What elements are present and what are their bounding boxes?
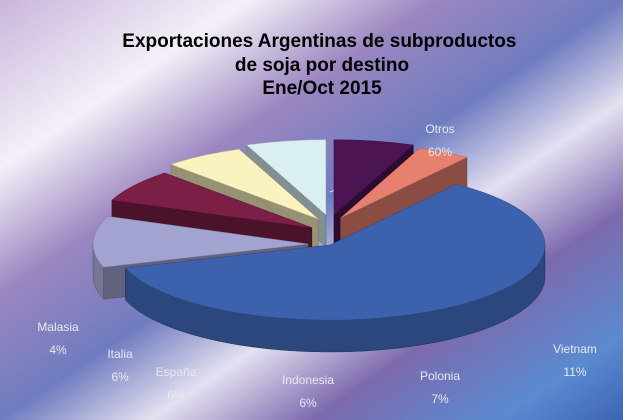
value-label: 6% bbox=[111, 370, 129, 384]
slice bbox=[92, 216, 309, 268]
slice-label: España bbox=[156, 365, 197, 379]
slice-label: Polonia bbox=[420, 369, 460, 383]
value-label: 60% bbox=[428, 145, 452, 159]
slice bbox=[340, 148, 468, 219]
slice-label: Otros bbox=[425, 122, 454, 136]
value-label: 4% bbox=[49, 343, 67, 357]
title-line: Exportaciones Argentinas de subproductos bbox=[122, 31, 516, 52]
chart-title: Exportaciones Argentinas de subproductos… bbox=[122, 31, 521, 76]
slice-label: Italia bbox=[107, 347, 133, 361]
slice-label: Indonesia bbox=[282, 373, 334, 387]
pie bbox=[92, 139, 546, 353]
value-label: 7% bbox=[431, 392, 449, 406]
slice bbox=[333, 139, 414, 216]
value-label: 6% bbox=[299, 396, 317, 410]
title-line: de soja por destino bbox=[235, 55, 409, 76]
slice-label: Vietnam bbox=[553, 342, 597, 356]
slice bbox=[111, 172, 312, 228]
slice bbox=[170, 148, 319, 220]
slice-label: Malasia bbox=[37, 320, 79, 334]
slice bbox=[125, 184, 546, 321]
chart-subtitle: Ene/Oct 2015 bbox=[262, 78, 382, 99]
value-label: 11% bbox=[563, 365, 586, 379]
slice bbox=[246, 139, 327, 216]
value-label: 6% bbox=[167, 388, 185, 402]
